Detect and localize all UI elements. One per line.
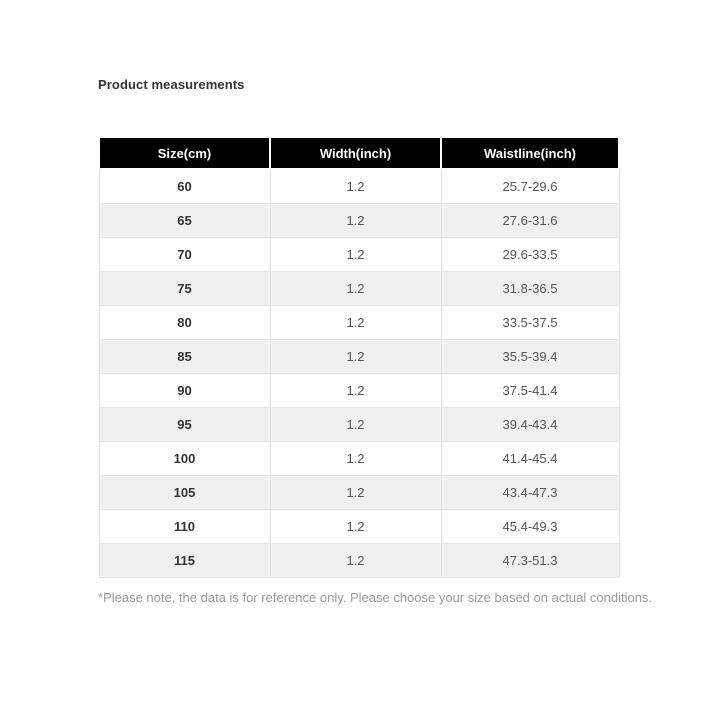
size-cell: 85 — [98, 338, 271, 374]
table-row: 80 1.2 33.5-37.5 — [98, 304, 620, 340]
size-cell: 100 — [98, 440, 271, 476]
waistline-cell: 39.4-43.4 — [440, 406, 620, 442]
waistline-cell: 43.4-47.3 — [440, 474, 620, 510]
page-title: Product measurements — [98, 77, 245, 92]
width-cell: 1.2 — [269, 202, 442, 238]
table-row: 115 1.2 47.3-51.3 — [98, 542, 620, 578]
waistline-cell: 33.5-37.5 — [440, 304, 620, 340]
table-row: 85 1.2 35.5-39.4 — [98, 338, 620, 374]
waistline-cell: 37.5-41.4 — [440, 372, 620, 408]
table-row: 105 1.2 43.4-47.3 — [98, 474, 620, 510]
table-row: 60 1.2 25.7-29.6 — [98, 168, 620, 204]
waistline-cell: 41.4-45.4 — [440, 440, 620, 476]
size-cell: 90 — [98, 372, 271, 408]
size-cell: 80 — [98, 304, 271, 340]
size-cell: 65 — [98, 202, 271, 238]
width-cell: 1.2 — [269, 270, 442, 306]
width-cell: 1.2 — [269, 304, 442, 340]
table-header: Size(cm) Width(inch) Waistline(inch) — [98, 136, 620, 170]
table-row: 70 1.2 29.6-33.5 — [98, 236, 620, 272]
width-cell: 1.2 — [269, 542, 442, 578]
size-cell: 115 — [98, 542, 271, 578]
waistline-cell: 25.7-29.6 — [440, 168, 620, 204]
size-cell: 70 — [98, 236, 271, 272]
width-cell: 1.2 — [269, 406, 442, 442]
waistline-cell: 29.6-33.5 — [440, 236, 620, 272]
column-header-size: Size(cm) — [98, 136, 271, 170]
measurements-table: Size(cm) Width(inch) Waistline(inch) 60 … — [98, 136, 620, 578]
table-row: 65 1.2 27.6-31.6 — [98, 202, 620, 238]
width-cell: 1.2 — [269, 474, 442, 510]
column-header-width: Width(inch) — [269, 136, 442, 170]
waistline-cell: 47.3-51.3 — [440, 542, 620, 578]
waistline-cell: 31.8-36.5 — [440, 270, 620, 306]
width-cell: 1.2 — [269, 372, 442, 408]
width-cell: 1.2 — [269, 440, 442, 476]
table-body: 60 1.2 25.7-29.6 65 1.2 27.6-31.6 70 1.2… — [98, 168, 620, 578]
waistline-cell: 45.4-49.3 — [440, 508, 620, 544]
column-header-waistline: Waistline(inch) — [440, 136, 620, 170]
table-row: 95 1.2 39.4-43.4 — [98, 406, 620, 442]
size-cell: 60 — [98, 168, 271, 204]
width-cell: 1.2 — [269, 236, 442, 272]
size-cell: 75 — [98, 270, 271, 306]
table-row: 75 1.2 31.8-36.5 — [98, 270, 620, 306]
width-cell: 1.2 — [269, 168, 442, 204]
waistline-cell: 35.5-39.4 — [440, 338, 620, 374]
width-cell: 1.2 — [269, 508, 442, 544]
reference-footnote: *Please note, the data is for reference … — [98, 589, 653, 605]
size-cell: 95 — [98, 406, 271, 442]
size-cell: 110 — [98, 508, 271, 544]
table-row: 110 1.2 45.4-49.3 — [98, 508, 620, 544]
header-row: Size(cm) Width(inch) Waistline(inch) — [98, 136, 620, 170]
table-row: 100 1.2 41.4-45.4 — [98, 440, 620, 476]
table-row: 90 1.2 37.5-41.4 — [98, 372, 620, 408]
size-cell: 105 — [98, 474, 271, 510]
waistline-cell: 27.6-31.6 — [440, 202, 620, 238]
page-container: Product measurements Size(cm) Width(inch… — [98, 77, 653, 605]
width-cell: 1.2 — [269, 338, 442, 374]
